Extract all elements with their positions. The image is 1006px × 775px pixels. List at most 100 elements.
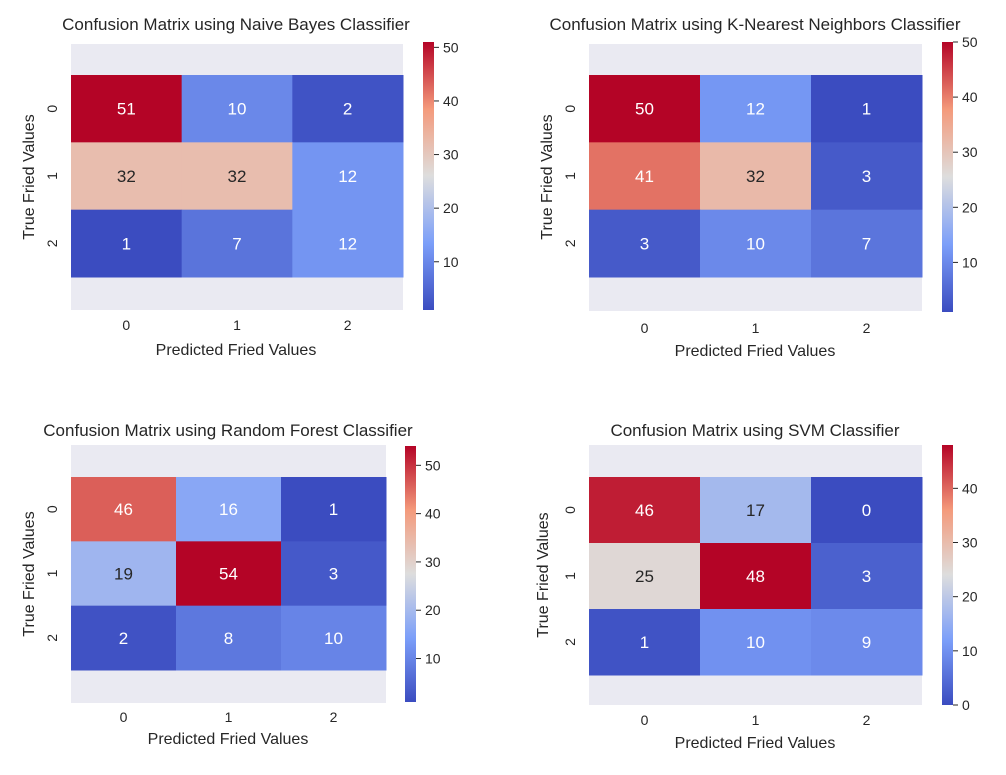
colorbar-tick-label: 30 <box>962 535 978 551</box>
x-tick-label: 0 <box>641 712 649 728</box>
cell-value-label: 2 <box>119 629 128 648</box>
cell-value-label: 1 <box>329 500 338 519</box>
cell-value-label: 25 <box>635 567 654 586</box>
x-tick-label: 1 <box>752 320 760 336</box>
cell-value-label: 1 <box>122 234 131 253</box>
cell-value-label: 3 <box>862 167 871 186</box>
cell-value-label: 10 <box>746 234 765 253</box>
colorbar-tick-label: 50 <box>443 39 459 55</box>
colorbar <box>405 446 416 702</box>
x-axis-label: Predicted Fried Values <box>675 343 836 360</box>
colorbar-tick-label: 10 <box>962 643 978 659</box>
colorbar-tick-label: 10 <box>443 254 459 270</box>
cell-value-label: 46 <box>635 501 654 520</box>
colorbar-tick-label: 30 <box>425 554 441 570</box>
heatmap-cell <box>811 543 923 610</box>
heatmap-cell <box>71 75 183 143</box>
cell-value-label: 16 <box>219 500 238 519</box>
colorbar <box>942 445 953 705</box>
cell-value-label: 51 <box>117 100 136 119</box>
x-tick-label: 2 <box>863 320 871 336</box>
cell-value-label: 1 <box>640 633 649 652</box>
cell-value-label: 7 <box>862 234 871 253</box>
heatmap-cell <box>811 609 923 676</box>
cell-value-label: 41 <box>635 167 654 186</box>
cell-value-label: 19 <box>114 565 133 584</box>
colorbar-tick-label: 40 <box>425 506 441 522</box>
y-axis-label: True Fried Values <box>539 114 556 239</box>
heatmap-cell <box>700 543 812 610</box>
cell-value-label: 12 <box>338 234 357 253</box>
cell-value-label: 10 <box>228 100 247 119</box>
y-tick-label: 0 <box>562 105 578 113</box>
y-axis-label: True Fried Values <box>21 114 38 239</box>
colorbar <box>423 42 434 310</box>
heatmap-cell <box>700 477 812 544</box>
colorbar-tick-label: 20 <box>962 589 978 605</box>
heatmap-cell <box>700 75 812 143</box>
x-axis-label: Predicted Fried Values <box>675 735 836 752</box>
heatmap-cell <box>176 605 282 671</box>
heatmap-panel-4: Confusion Matrix using SVM Classifier 46 1… <box>535 421 978 752</box>
heatmap-cell <box>176 477 282 542</box>
heatmap-cell <box>281 605 387 671</box>
heatmap-cell <box>181 209 293 278</box>
colorbar-tick-label: 40 <box>443 93 459 109</box>
y-tick-label: 0 <box>562 506 578 514</box>
colorbar <box>942 42 953 312</box>
heatmap-cell <box>700 209 812 278</box>
chart-title: Confusion Matrix using SVM Classifier <box>610 421 899 440</box>
colorbar-tick-label: 10 <box>425 651 441 667</box>
cell-value-label: 17 <box>746 501 765 520</box>
x-tick-label: 0 <box>120 709 128 725</box>
heatmap-cell <box>589 75 701 143</box>
y-tick-label: 1 <box>562 172 578 180</box>
x-tick-label: 1 <box>225 709 233 725</box>
cell-value-label: 32 <box>117 167 136 186</box>
y-tick-label: 1 <box>44 569 60 577</box>
heatmap-cell <box>292 209 404 278</box>
cell-value-label: 7 <box>232 234 241 253</box>
y-axis-label: True Fried Values <box>21 511 38 636</box>
cell-value-label: 0 <box>862 501 871 520</box>
cell-value-label: 12 <box>746 100 765 119</box>
colorbar-tick-label: 30 <box>443 147 459 163</box>
heatmap-cell <box>589 477 701 544</box>
x-tick-label: 2 <box>344 317 352 333</box>
heatmap-cell <box>71 541 177 607</box>
colorbar-tick-label: 10 <box>962 254 978 270</box>
colorbar-tick-label: 50 <box>425 457 441 473</box>
y-tick-label: 1 <box>44 172 60 180</box>
y-tick-label: 2 <box>44 634 60 642</box>
heatmap-cell <box>292 142 404 211</box>
x-tick-label: 2 <box>863 712 871 728</box>
heatmap-cell <box>71 477 177 542</box>
cell-value-label: 8 <box>224 629 233 648</box>
cell-value-label: 3 <box>329 565 338 584</box>
cell-value-label: 10 <box>746 633 765 652</box>
cell-value-label: 3 <box>640 234 649 253</box>
colorbar-tick-label: 30 <box>962 144 978 160</box>
cell-value-label: 9 <box>862 633 871 652</box>
y-axis-label: True Fried Values <box>535 512 552 637</box>
chart-title: Confusion Matrix using K-Nearest Neighbo… <box>550 15 961 34</box>
cell-value-label: 48 <box>746 567 765 586</box>
heatmap-cell <box>589 543 701 610</box>
cell-value-label: 1 <box>862 100 871 119</box>
heatmap-cell <box>176 541 282 607</box>
colorbar-tick-label: 20 <box>443 200 459 216</box>
colorbar-tick-label: 50 <box>962 34 978 50</box>
heatmap-cell <box>71 605 177 671</box>
heatmap-cell <box>811 209 923 278</box>
heatmap-panel-3: Confusion Matrix using Random Forest Cla… <box>21 421 441 748</box>
x-axis-label: Predicted Fried Values <box>156 342 317 359</box>
heatmap-cell <box>292 75 404 143</box>
cell-value-label: 54 <box>219 565 238 584</box>
cell-value-label: 32 <box>228 167 247 186</box>
cell-value-label: 12 <box>338 167 357 186</box>
y-tick-label: 2 <box>44 239 60 247</box>
heatmap-cell <box>281 541 387 607</box>
x-axis-label: Predicted Fried Values <box>148 731 309 748</box>
cell-value-label: 3 <box>862 567 871 586</box>
